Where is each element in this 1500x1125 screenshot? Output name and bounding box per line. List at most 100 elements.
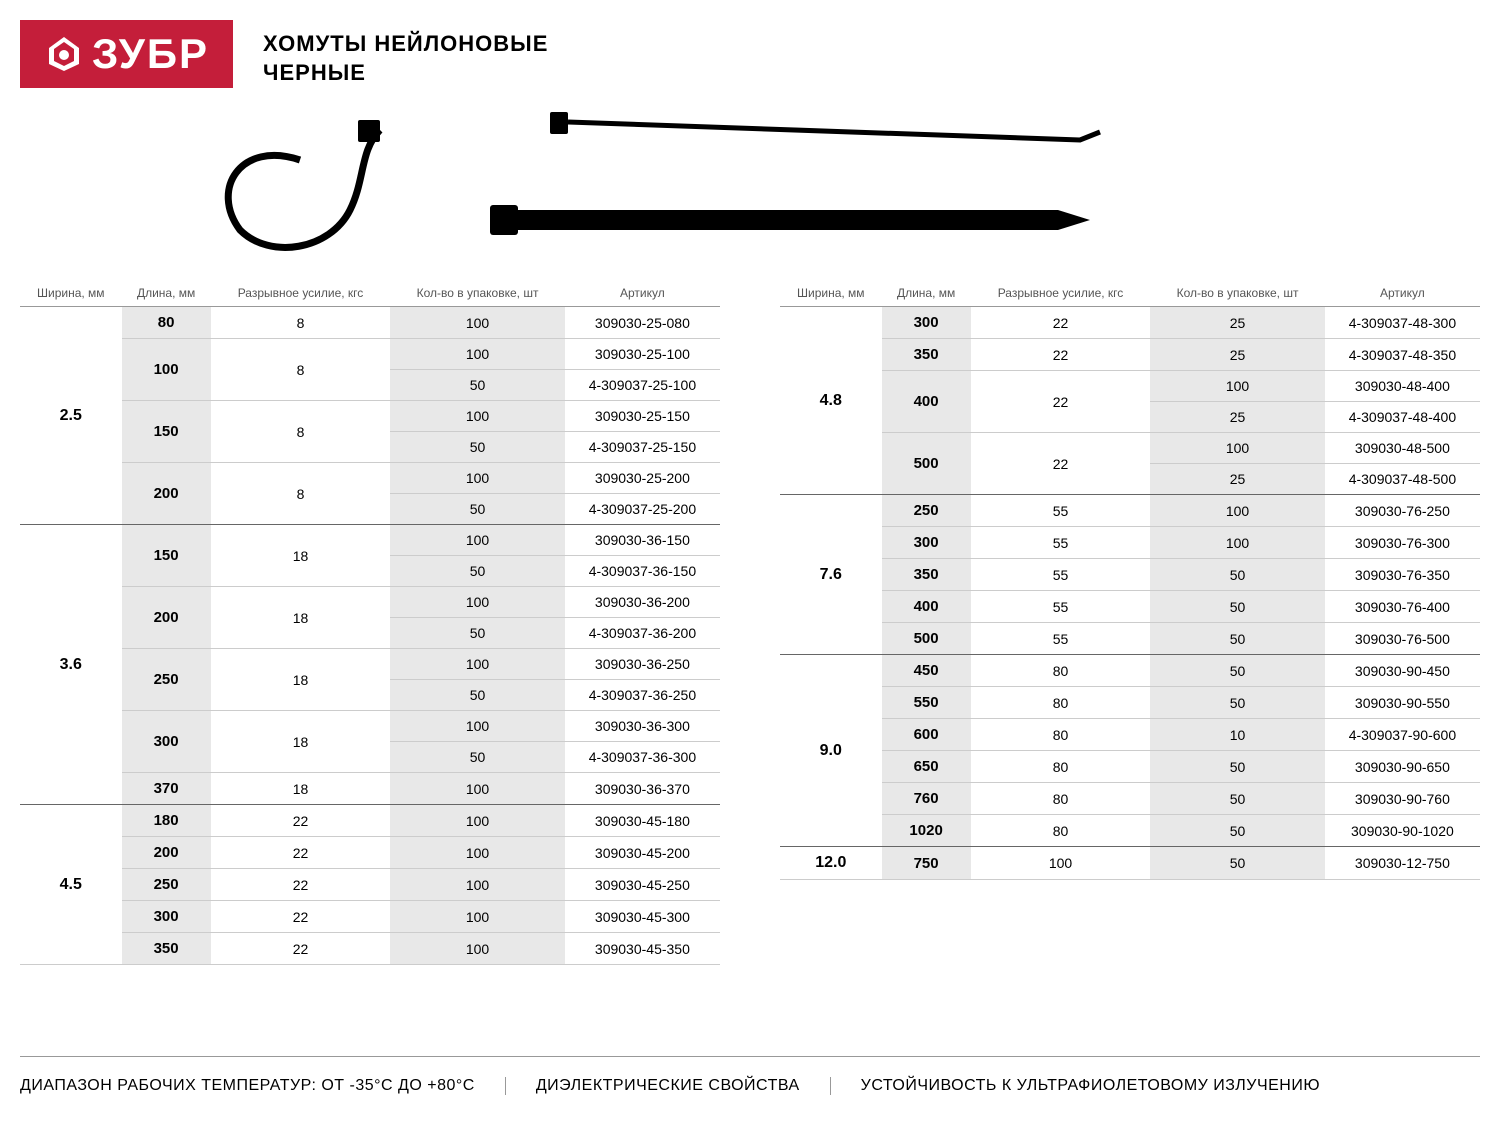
pack-qty: 25 <box>1150 339 1325 371</box>
length-value: 600 <box>882 719 971 751</box>
pack-qty: 100 <box>390 525 565 556</box>
pack-qty: 100 <box>390 773 565 805</box>
pack-qty: 50 <box>1150 559 1325 591</box>
pack-qty: 50 <box>1150 623 1325 655</box>
pack-qty: 100 <box>390 307 565 339</box>
force-value: 8 <box>211 463 391 525</box>
pack-qty: 100 <box>390 401 565 432</box>
sku-value: 309030-76-250 <box>1325 495 1480 527</box>
length-value: 550 <box>882 687 971 719</box>
width-value: 2.5 <box>20 307 122 525</box>
length-value: 300 <box>122 901 211 933</box>
sku-value: 309030-36-300 <box>565 711 720 742</box>
footer-temp: ДИАПАЗОН РАБОЧИХ ТЕМПЕРАТУР: ОТ -35°С ДО… <box>20 1077 505 1095</box>
sku-value: 309030-25-080 <box>565 307 720 339</box>
sku-value: 309030-90-650 <box>1325 751 1480 783</box>
force-value: 55 <box>971 559 1151 591</box>
col-header: Ширина, мм <box>20 280 122 307</box>
pack-qty: 50 <box>1150 847 1325 880</box>
sku-value: 309030-36-200 <box>565 587 720 618</box>
sku-value: 309030-36-250 <box>565 649 720 680</box>
table-left: Ширина, ммДлина, ммРазрывное усилие, кгс… <box>20 280 720 965</box>
col-header: Разрывное усилие, кгс <box>971 280 1151 307</box>
length-value: 300 <box>122 711 211 773</box>
pack-qty: 100 <box>390 649 565 680</box>
pack-qty: 100 <box>1150 527 1325 559</box>
pack-qty: 50 <box>1150 655 1325 687</box>
pack-qty: 25 <box>1150 307 1325 339</box>
length-value: 370 <box>122 773 211 805</box>
pack-qty: 50 <box>390 432 565 463</box>
col-header: Кол-во в упаковке, шт <box>390 280 565 307</box>
length-value: 1020 <box>882 815 971 847</box>
header: ЗУБР ХОМУТЫ НЕЙЛОНОВЫЕ ЧЕРНЫЕ <box>0 0 1500 88</box>
length-value: 400 <box>882 371 971 433</box>
sku-value: 309030-45-200 <box>565 837 720 869</box>
sku-value: 309030-48-500 <box>1325 433 1480 464</box>
table-row: 37018100309030-36-370 <box>20 773 720 805</box>
length-value: 300 <box>882 307 971 339</box>
col-header: Длина, мм <box>882 280 971 307</box>
force-value: 18 <box>211 525 391 587</box>
table-row: 60080104-309037-90-600 <box>780 719 1480 751</box>
pack-qty: 50 <box>390 680 565 711</box>
sku-value: 309030-76-400 <box>1325 591 1480 623</box>
table-row: 50022100309030-48-500 <box>780 433 1480 464</box>
table-row: 30018100309030-36-300 <box>20 711 720 742</box>
sku-value: 309030-90-760 <box>1325 783 1480 815</box>
table-row: 5508050309030-90-550 <box>780 687 1480 719</box>
table-row: 25022100309030-45-250 <box>20 869 720 901</box>
sku-value: 309030-45-350 <box>565 933 720 965</box>
pack-qty: 25 <box>1150 464 1325 495</box>
table-row: 2.5808100309030-25-080 <box>20 307 720 339</box>
table-row: 7608050309030-90-760 <box>780 783 1480 815</box>
sku-value: 309030-76-300 <box>1325 527 1480 559</box>
pack-qty: 50 <box>1150 751 1325 783</box>
force-value: 22 <box>211 869 391 901</box>
sku-value: 4-309037-48-500 <box>1325 464 1480 495</box>
force-value: 80 <box>971 815 1151 847</box>
pack-qty: 100 <box>1150 433 1325 464</box>
table-row: 3505550309030-76-350 <box>780 559 1480 591</box>
length-value: 400 <box>882 591 971 623</box>
length-value: 100 <box>122 339 211 401</box>
sku-value: 309030-12-750 <box>1325 847 1480 880</box>
col-header: Ширина, мм <box>780 280 882 307</box>
pack-qty: 50 <box>390 618 565 649</box>
sku-value: 4-309037-48-400 <box>1325 402 1480 433</box>
length-value: 200 <box>122 837 211 869</box>
force-value: 22 <box>211 837 391 869</box>
width-value: 7.6 <box>780 495 882 655</box>
length-value: 200 <box>122 587 211 649</box>
sku-value: 309030-25-150 <box>565 401 720 432</box>
force-value: 22 <box>971 339 1151 371</box>
table-row: 9.04508050309030-90-450 <box>780 655 1480 687</box>
length-value: 500 <box>882 623 971 655</box>
sku-value: 4-309037-25-150 <box>565 432 720 463</box>
page-title: ХОМУТЫ НЕЙЛОНОВЫЕ ЧЕРНЫЕ <box>263 20 548 87</box>
width-value: 9.0 <box>780 655 882 847</box>
table-row: 40022100309030-48-400 <box>780 371 1480 402</box>
sku-value: 309030-90-550 <box>1325 687 1480 719</box>
title-line-2: ЧЕРНЫЕ <box>263 59 548 88</box>
sku-value: 4-309037-25-200 <box>565 494 720 525</box>
sku-value: 4-309037-36-300 <box>565 742 720 773</box>
table-row: 35022254-309037-48-350 <box>780 339 1480 371</box>
length-value: 250 <box>122 869 211 901</box>
force-value: 100 <box>971 847 1151 880</box>
sku-value: 309030-76-350 <box>1325 559 1480 591</box>
force-value: 22 <box>971 371 1151 433</box>
pack-qty: 50 <box>390 742 565 773</box>
force-value: 80 <box>971 655 1151 687</box>
sku-value: 4-309037-25-100 <box>565 370 720 401</box>
col-header: Длина, мм <box>122 280 211 307</box>
title-line-1: ХОМУТЫ НЕЙЛОНОВЫЕ <box>263 30 548 59</box>
table-row: 2008100309030-25-200 <box>20 463 720 494</box>
sku-value: 4-309037-36-150 <box>565 556 720 587</box>
length-value: 250 <box>882 495 971 527</box>
sku-value: 4-309037-36-200 <box>565 618 720 649</box>
length-value: 200 <box>122 463 211 525</box>
force-value: 55 <box>971 591 1151 623</box>
force-value: 80 <box>971 687 1151 719</box>
pack-qty: 100 <box>390 901 565 933</box>
